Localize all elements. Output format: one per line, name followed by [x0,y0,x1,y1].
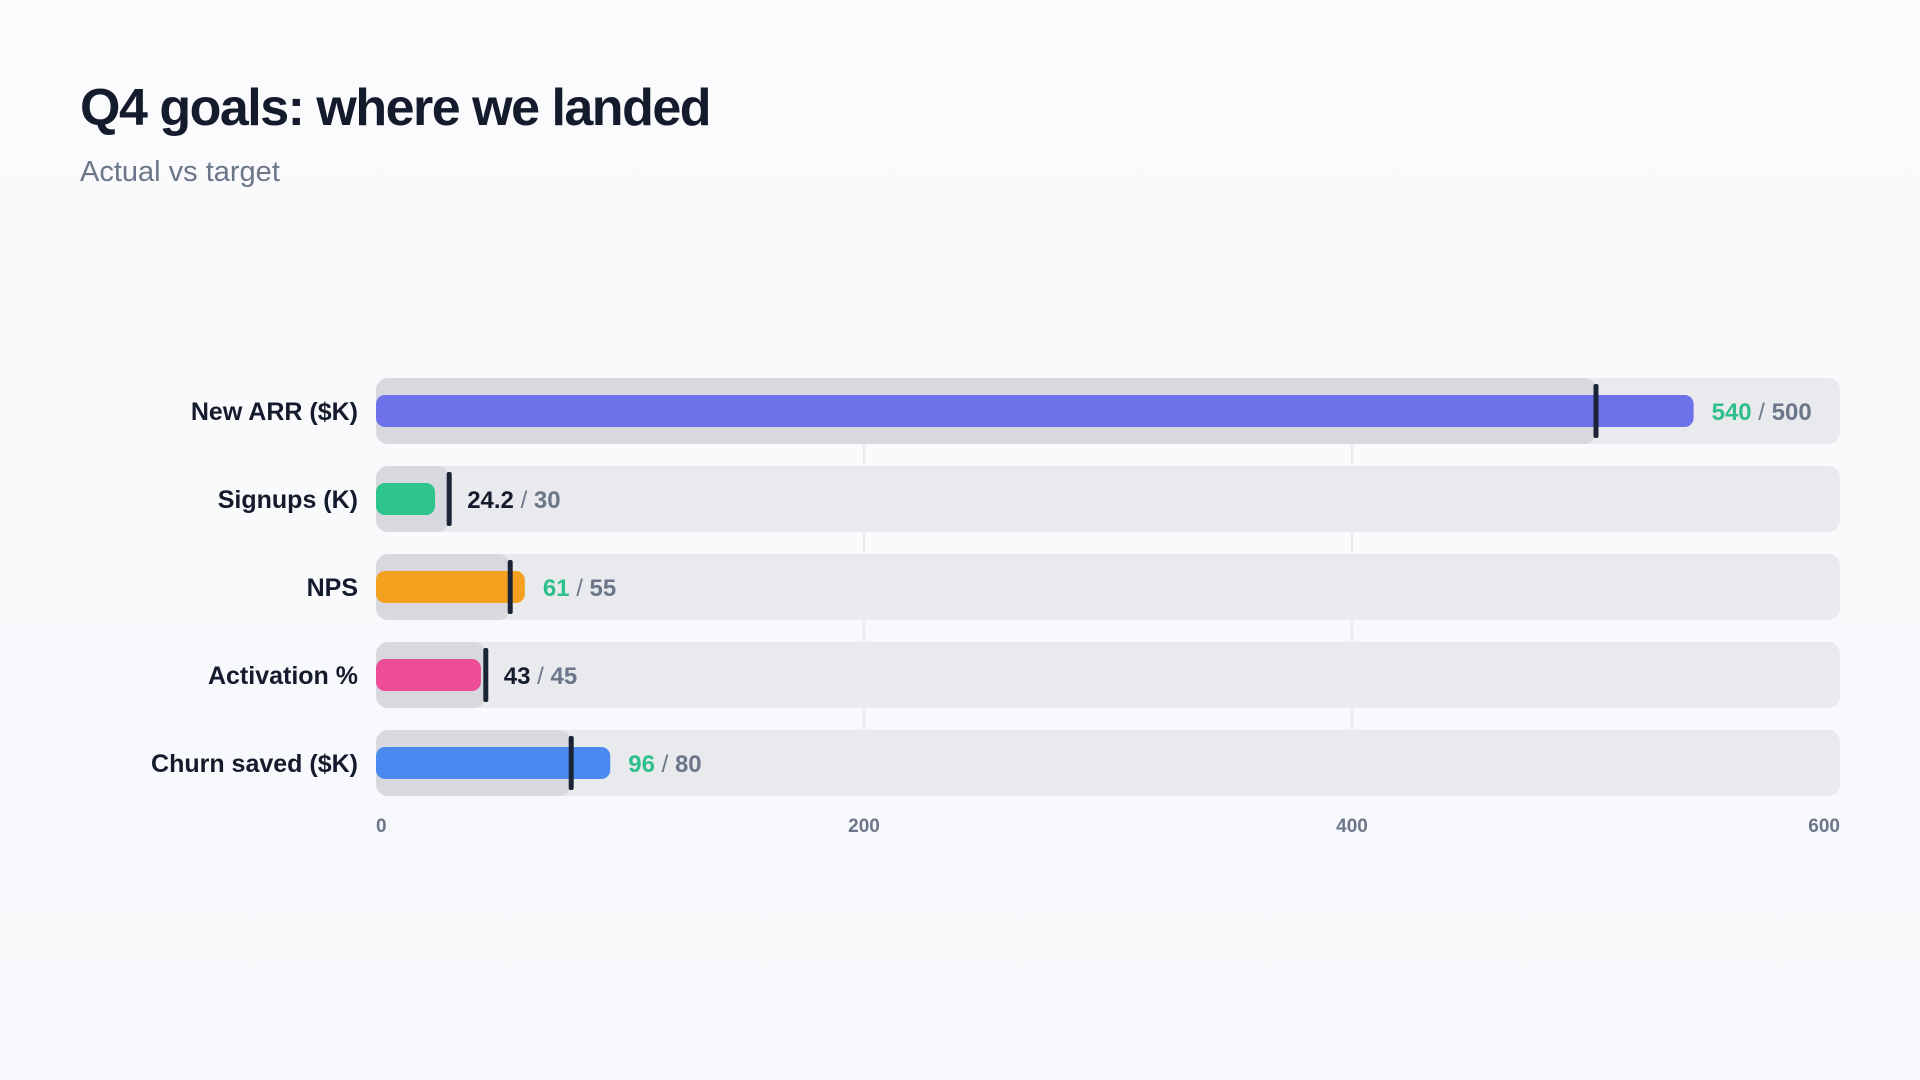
actual-value: 96 [628,751,655,778]
x-tick-label: 400 [1336,816,1368,837]
value-label: 24.2 / 30 [467,487,560,514]
target-value: 500 [1772,399,1812,426]
actual-bar [376,571,525,603]
row-label: Activation % [208,662,358,690]
chart-row: New ARR ($K) 540 / 500 [191,378,1840,444]
page-subtitle: Actual vs target [80,156,280,188]
actual-bar [376,395,1694,427]
chart-row: Churn saved ($K) 96 / 80 [151,730,1840,796]
chart-row: Activation % 43 / 45 [208,642,1840,708]
chart-row: Signups (K) 24.2 / 30 [218,466,1840,532]
target-value: 30 [534,487,561,514]
x-tick-label: 0 [376,816,387,837]
actual-bar [376,747,611,779]
target-value: 80 [675,751,702,778]
target-marker [1593,384,1599,438]
row-label: Churn saved ($K) [151,750,358,778]
target-marker [446,472,452,526]
chart-row: NPS 61 / 55 [307,554,1840,620]
actual-bar [376,659,481,691]
value-label: 96 / 80 [628,751,701,778]
x-tick-label: 200 [848,816,880,837]
row-label: Signups (K) [218,486,358,514]
actual-value: 24.2 [467,487,514,514]
track-bar [376,554,1840,620]
actual-value: 61 [543,575,570,602]
x-axis-ticks: 0 200 400 600 [376,816,1840,837]
chart-rows: New ARR ($K) 540 / 500 Signups (K) 24.2 / 3… [151,378,1840,796]
target-marker [507,560,513,614]
row-label: NPS [307,574,358,602]
page-title: Q4 goals: where we landed [80,79,712,137]
value-separator: / [655,751,675,778]
value-label: 61 / 55 [543,575,616,602]
value-label: 43 / 45 [504,663,577,690]
target-marker [483,648,489,702]
actual-value: 540 [1712,399,1752,426]
actual-value: 43 [504,663,531,690]
value-separator: / [570,575,590,602]
value-separator: / [531,663,551,690]
actual-bar [376,483,436,515]
value-separator: / [1752,399,1772,426]
target-marker [568,736,574,790]
target-value: 55 [590,575,617,602]
value-separator: / [514,487,534,514]
value-label: 540 / 500 [1712,399,1812,426]
x-tick-label: 600 [1808,816,1840,837]
target-value: 45 [551,663,578,690]
track-bar [376,730,1840,796]
track-bar [376,466,1840,532]
row-label: New ARR ($K) [191,398,358,426]
track-bar [376,642,1840,708]
